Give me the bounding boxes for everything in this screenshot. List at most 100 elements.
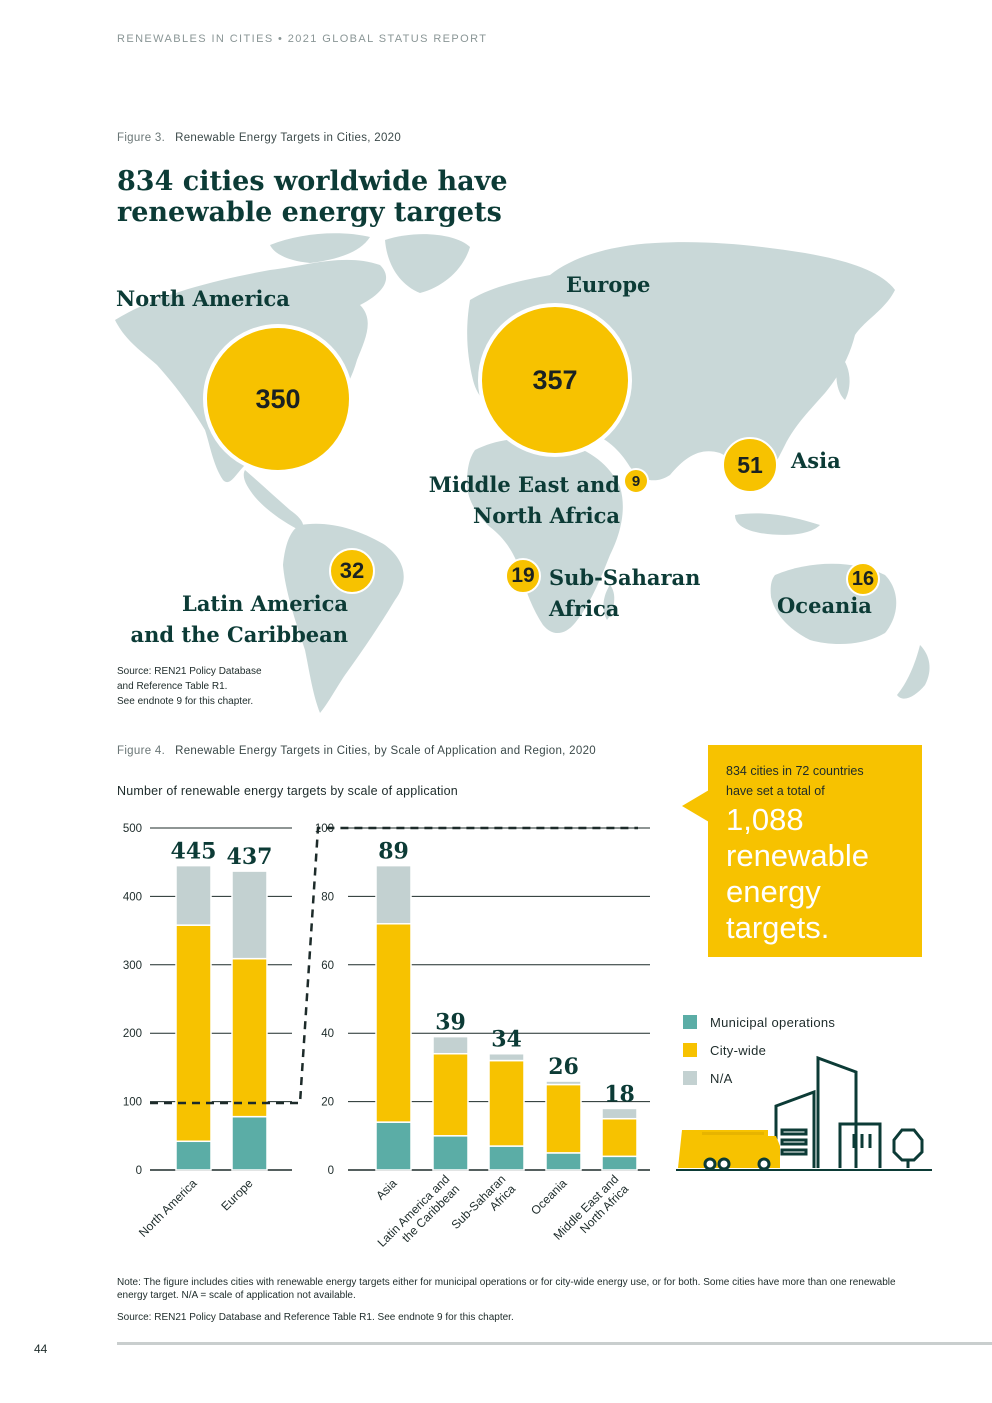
city-illustration: [676, 1055, 932, 1171]
bar-total-label: 18: [604, 1081, 635, 1107]
region-line: Africa: [549, 596, 620, 621]
bar-segment: [488, 1145, 525, 1171]
figure4-number: Figure 4.: [117, 745, 166, 757]
y-tick-label: 0: [136, 1165, 142, 1177]
bar-segment: [375, 1121, 412, 1171]
bubble-latin-america: 32: [329, 548, 375, 594]
bubble-middle-east-north-africa: 9: [623, 468, 649, 494]
bar-segment: [488, 1059, 525, 1147]
bar-segment: [601, 1117, 638, 1158]
bar-segment: [432, 1035, 469, 1055]
chart-note: Note: The figure includes cities with re…: [117, 1277, 896, 1301]
x-category-label: Oceania: [528, 1176, 570, 1218]
x-category-label-line: North America: [136, 1176, 200, 1240]
report-header: RENEWABLES IN CITIES • 2021 GLOBAL STATU…: [117, 33, 488, 45]
callout-big-number: 1,088: [726, 802, 804, 837]
region-label-europe: Europe: [566, 272, 651, 297]
bar-segment: [231, 957, 268, 1118]
chart-axis-note: Number of renewable energy targets by sc…: [117, 784, 458, 798]
callout-big-text: renewable: [726, 838, 870, 873]
bar-segment: [432, 1052, 469, 1137]
bar-segment: [545, 1083, 582, 1154]
bubble-asia: 51: [722, 437, 778, 493]
chart-legend: Municipal operations City-wide N/A: [683, 1008, 835, 1092]
headline-line2: renewable energy targets: [117, 197, 502, 228]
region-line: Latin America: [182, 591, 348, 616]
bar-segment: [601, 1107, 638, 1120]
figure3-headline: 834 cities worldwide have renewable ener…: [117, 166, 577, 228]
bubble-value: 357: [532, 364, 578, 395]
source-line: and Reference Table R1.: [117, 681, 228, 692]
bubble-value: 51: [737, 451, 763, 478]
x-category-label-line: Asia: [373, 1176, 400, 1203]
region-line: and the Caribbean: [130, 622, 348, 647]
x-category-label-line: Europe: [218, 1176, 255, 1213]
y-tick-label: 60: [321, 960, 334, 972]
y-tick-label: 100: [123, 1097, 142, 1109]
bar-total-label: 34: [491, 1027, 522, 1053]
figure3-caption: Figure 3. Renewable Energy Targets in Cit…: [117, 132, 401, 144]
y-tick-label: 80: [321, 891, 334, 903]
bar-segment: [231, 1115, 268, 1171]
bar-total-label: 89: [378, 839, 409, 865]
callout-big-text: energy: [726, 874, 821, 909]
x-category-label: Asia: [373, 1176, 400, 1203]
page-number: 44: [34, 1342, 48, 1356]
legend-label: N/A: [710, 1070, 733, 1086]
chart-source: Source: REN21 Policy Database and Refere…: [117, 1312, 514, 1323]
bubble-europe: 357: [478, 303, 632, 457]
region-label-sub-saharan-africa: Sub-Saharan Africa: [549, 562, 700, 624]
figure3-source: Source: REN21 Policy Database and Refere…: [117, 664, 262, 709]
figure3-title: Renewable Energy Targets in Cities, 2020: [175, 132, 402, 144]
region-label-oceania: Oceania: [777, 593, 872, 618]
y-tick-label: 200: [123, 1028, 142, 1040]
y-tick-label: 40: [321, 1028, 334, 1040]
x-category-label: Europe: [218, 1176, 255, 1213]
legend-swatch: [683, 1043, 697, 1057]
bar-segment: [601, 1155, 638, 1171]
region-label-asia: Asia: [791, 448, 841, 473]
bubble-north-america: 350: [203, 324, 353, 474]
source-line: Source: REN21 Policy Database: [117, 666, 262, 677]
figure4-caption: Figure 4. Renewable Energy Targets in Cit…: [117, 745, 596, 757]
y-tick-label: 100: [315, 823, 334, 835]
y-tick-label: 400: [123, 891, 142, 903]
callout-big-text: targets.: [726, 910, 830, 945]
callout-line2: have set a total of: [726, 784, 825, 798]
y-tick-label: 20: [321, 1097, 334, 1109]
y-tick-label: 500: [123, 823, 142, 835]
source-line: See endnote 9 for this chapter.: [117, 696, 254, 707]
region-line: Middle East and: [428, 472, 620, 497]
bar-segment: [231, 870, 268, 960]
y-tick-label: 300: [123, 960, 142, 972]
footer-rule: [117, 1342, 992, 1345]
bar-segment: [545, 1152, 582, 1171]
y-tick-label: 0: [328, 1165, 334, 1177]
figure3-number: Figure 3.: [117, 132, 166, 144]
bar-segment: [375, 864, 412, 925]
bubble-value: 32: [339, 558, 365, 583]
bar-segment: [175, 1140, 212, 1171]
bubble-value: 9: [631, 472, 641, 490]
legend-swatch: [683, 1071, 697, 1085]
x-category-label: Sub-SaharanAfrica: [448, 1172, 518, 1242]
callout-pointer: [682, 790, 709, 822]
bar-segment: [432, 1135, 469, 1171]
zoom-connector: [150, 826, 638, 1105]
bar-segment: [175, 864, 212, 926]
bubble-value: 350: [255, 383, 301, 414]
bar-total-label: 39: [435, 1010, 466, 1036]
bubble-oceania: 16: [846, 562, 880, 596]
region-label-latin-america: Latin America and the Caribbean: [100, 588, 348, 650]
bar-segment: [545, 1080, 582, 1086]
bar-segment: [175, 924, 212, 1143]
region-label-north-america: North America: [116, 286, 290, 311]
callout-line1: 834 cities in 72 countries: [726, 764, 864, 778]
legend-item-city-wide: City-wide: [683, 1036, 835, 1064]
region-label-middle-east-north-africa: Middle East and North Africa: [405, 469, 620, 531]
region-line: North Africa: [473, 503, 620, 528]
headline-line1: 834 cities worldwide have: [117, 166, 508, 197]
bar-segment: [488, 1052, 525, 1062]
bubble-sub-saharan-africa: 19: [505, 558, 541, 594]
